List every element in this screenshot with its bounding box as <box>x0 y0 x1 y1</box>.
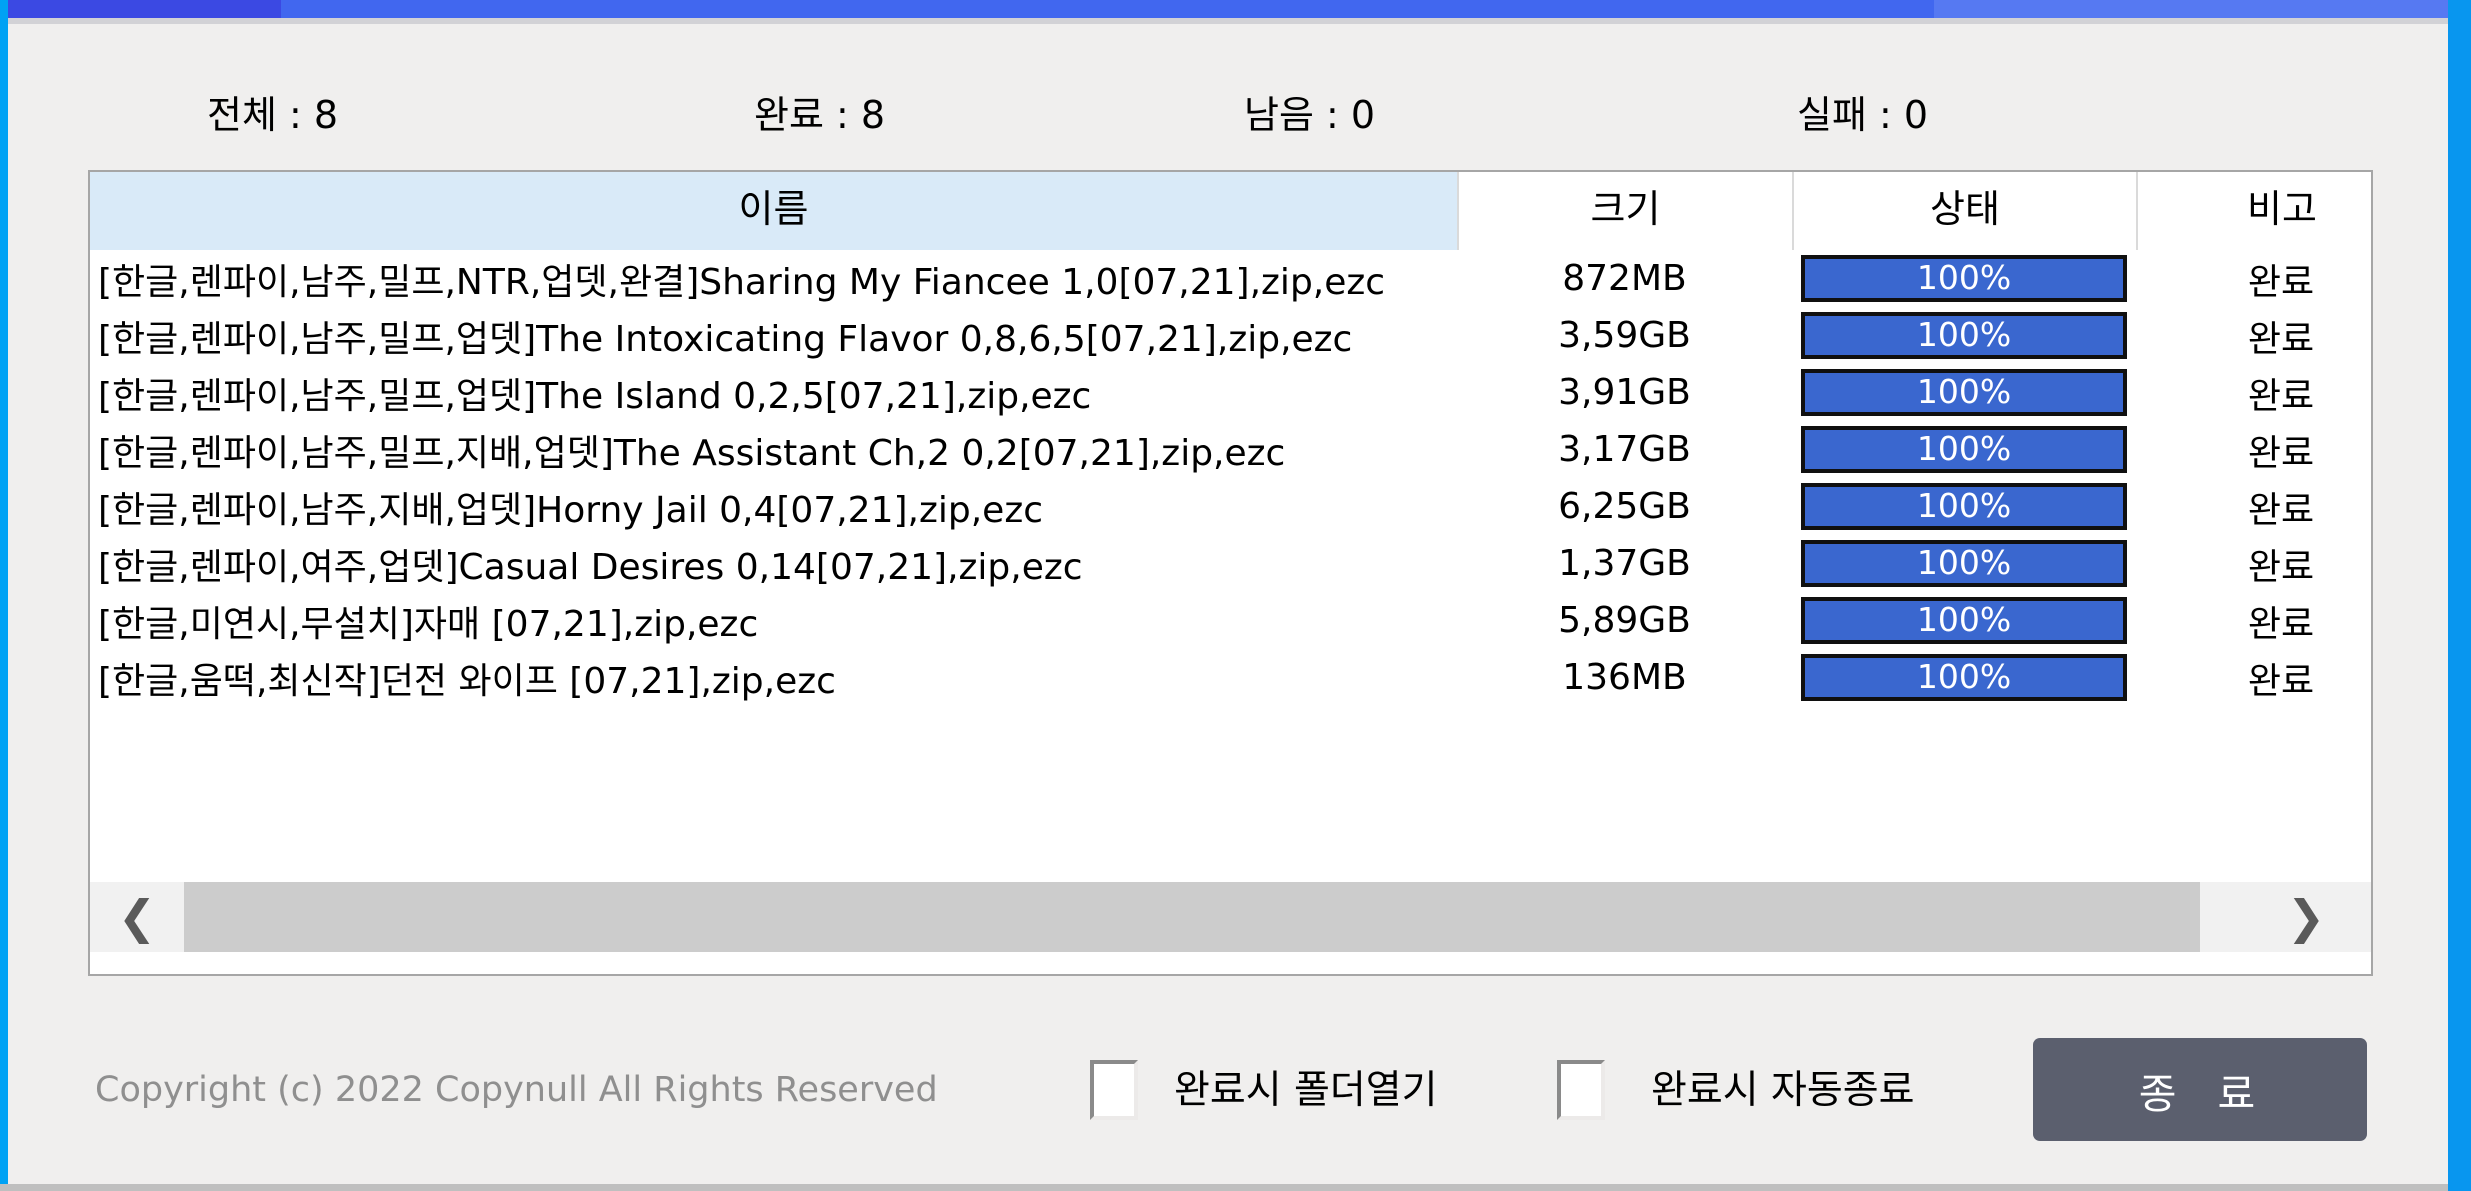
file-size: 5,89GB <box>1558 600 1691 641</box>
file-size: 136MB <box>1562 657 1687 698</box>
window-border-bottom <box>0 1184 2448 1191</box>
status-cell: 100% <box>1792 255 2136 302</box>
file-size: 3,59GB <box>1558 315 1691 356</box>
window-border-left <box>0 0 8 1184</box>
stat-remaining: 남음 : 0 <box>1244 93 1376 137</box>
download-list-header: 이름 크기 상태 비고 <box>90 172 2371 250</box>
auto-exit-label[interactable]: 완료시 자동종료 <box>1651 1068 1915 1113</box>
column-header-note[interactable]: 비고 <box>2136 172 2371 250</box>
horizontal-scrollbar: ❮ ❯ <box>90 882 2371 952</box>
note-status: 완료 <box>2247 318 2315 360</box>
title-bar-segment-dark <box>8 0 281 18</box>
file-name: [한글,렌파이,여주,업뎃]Casual Desires 0,14[07,21]… <box>98 546 1083 588</box>
title-bar-underline <box>8 18 2448 24</box>
table-row[interactable]: [한글,움떡,최신작]던전 와이프 [07,21],zip,ezc 136MB … <box>90 649 2371 706</box>
download-list-body: [한글,렌파이,남주,밀프,NTR,업뎃,완결]Sharing My Fianc… <box>90 250 2371 706</box>
table-row[interactable]: [한글,렌파이,남주,지배,업뎃]Horny Jail 0,4[07,21],z… <box>90 478 2371 535</box>
window-border-right <box>2448 0 2471 1191</box>
progress-bar: 100% <box>1801 426 2127 473</box>
auto-exit-checkbox[interactable] <box>1557 1060 1605 1120</box>
note-status: 완료 <box>2247 261 2315 303</box>
note-status: 완료 <box>2247 489 2315 531</box>
open-folder-label[interactable]: 완료시 폴더열기 <box>1174 1068 1438 1113</box>
status-cell: 100% <box>1792 654 2136 701</box>
title-bar <box>8 0 2448 18</box>
file-name: [한글,렌파이,남주,밀프,업뎃]The Intoxicating Flavor… <box>98 318 1353 360</box>
progress-bar: 100% <box>1801 369 2127 416</box>
file-name: [한글,렌파이,남주,밀프,지배,업뎃]The Assistant Ch,2 0… <box>98 432 1286 474</box>
title-bar-segment-light <box>1934 0 2448 18</box>
exit-button[interactable]: 종 료 <box>2033 1038 2367 1141</box>
status-cell: 100% <box>1792 597 2136 644</box>
file-name: [한글,렌파이,남주,밀프,업뎃]The Island 0,2,5[07,21]… <box>98 375 1092 417</box>
stat-total: 전체 : 8 <box>207 93 339 137</box>
note-status: 완료 <box>2247 546 2315 588</box>
column-header-name[interactable]: 이름 <box>90 172 1457 250</box>
open-folder-checkbox[interactable] <box>1090 1060 1138 1120</box>
column-header-size[interactable]: 크기 <box>1457 172 1792 250</box>
status-cell: 100% <box>1792 312 2136 359</box>
status-cell: 100% <box>1792 540 2136 587</box>
note-status: 완료 <box>2247 603 2315 645</box>
table-row[interactable]: [한글,렌파이,남주,밀프,업뎃]The Intoxicating Flavor… <box>90 307 2371 364</box>
file-name: [한글,렌파이,남주,지배,업뎃]Horny Jail 0,4[07,21],z… <box>98 489 1044 531</box>
status-cell: 100% <box>1792 369 2136 416</box>
table-row[interactable]: [한글,렌파이,남주,밀프,NTR,업뎃,완결]Sharing My Fianc… <box>90 250 2371 307</box>
file-size: 872MB <box>1562 258 1687 299</box>
title-bar-segment-mid <box>281 0 1934 18</box>
status-cell: 100% <box>1792 483 2136 530</box>
progress-bar: 100% <box>1801 540 2127 587</box>
scroll-left-button[interactable]: ❮ <box>90 882 184 952</box>
file-size: 3,17GB <box>1558 429 1691 470</box>
note-status: 완료 <box>2247 432 2315 474</box>
table-row[interactable]: [한글,렌파이,남주,밀프,업뎃]The Island 0,2,5[07,21]… <box>90 364 2371 421</box>
stat-completed: 완료 : 8 <box>754 93 886 137</box>
note-status: 완료 <box>2247 375 2315 417</box>
scrollbar-thumb[interactable] <box>184 882 2200 952</box>
file-size: 1,37GB <box>1558 543 1691 584</box>
progress-bar: 100% <box>1801 255 2127 302</box>
file-size: 6,25GB <box>1558 486 1691 527</box>
scrollbar-track[interactable] <box>2200 882 2241 952</box>
table-row[interactable]: [한글,렌파이,남주,밀프,지배,업뎃]The Assistant Ch,2 0… <box>90 421 2371 478</box>
copyright-text: Copyright (c) 2022 Copynull All Rights R… <box>95 1070 938 1110</box>
progress-bar: 100% <box>1801 483 2127 530</box>
download-list: 이름 크기 상태 비고 [한글,렌파이,남주,밀프,NTR,업뎃,완결]Shar… <box>88 170 2373 976</box>
progress-bar: 100% <box>1801 597 2127 644</box>
stat-failed: 실패 : 0 <box>1797 93 1929 137</box>
progress-bar: 100% <box>1801 654 2127 701</box>
column-header-status[interactable]: 상태 <box>1792 172 2136 250</box>
file-name: [한글,렌파이,남주,밀프,NTR,업뎃,완결]Sharing My Fianc… <box>98 261 1386 303</box>
file-name: [한글,미연시,무설치]자매 [07,21],zip,ezc <box>98 603 759 645</box>
file-size: 3,91GB <box>1558 372 1691 413</box>
chevron-left-icon: ❮ <box>117 890 157 944</box>
file-name: [한글,움떡,최신작]던전 와이프 [07,21],zip,ezc <box>98 660 836 702</box>
table-row[interactable]: [한글,렌파이,여주,업뎃]Casual Desires 0,14[07,21]… <box>90 535 2371 592</box>
note-status: 완료 <box>2247 660 2315 702</box>
chevron-right-icon: ❯ <box>2286 890 2326 944</box>
progress-bar: 100% <box>1801 312 2127 359</box>
status-cell: 100% <box>1792 426 2136 473</box>
table-row[interactable]: [한글,미연시,무설치]자매 [07,21],zip,ezc 5,89GB 10… <box>90 592 2371 649</box>
scroll-right-button[interactable]: ❯ <box>2241 882 2371 952</box>
